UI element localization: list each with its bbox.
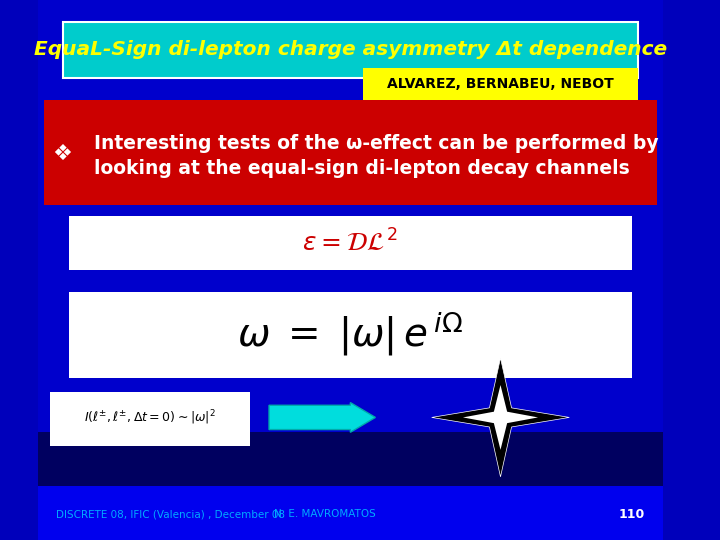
Text: EquaL-Sign di-lepton charge asymmetry Δt dependence: EquaL-Sign di-lepton charge asymmetry Δt…	[34, 40, 667, 59]
FancyArrow shape	[269, 403, 375, 432]
Text: N. E. MAVROMATOS: N. E. MAVROMATOS	[274, 509, 377, 519]
FancyBboxPatch shape	[50, 392, 251, 446]
PathPatch shape	[432, 358, 570, 477]
FancyBboxPatch shape	[363, 68, 638, 100]
FancyBboxPatch shape	[37, 432, 663, 540]
FancyBboxPatch shape	[37, 486, 663, 540]
FancyBboxPatch shape	[69, 292, 632, 378]
Text: $\omega \;=\; |\omega|\,e^{\,i\Omega}$: $\omega \;=\; |\omega|\,e^{\,i\Omega}$	[238, 309, 463, 358]
Text: 110: 110	[618, 508, 644, 521]
Text: ALVAREZ, BERNABEU, NEBOT: ALVAREZ, BERNABEU, NEBOT	[387, 77, 614, 91]
FancyBboxPatch shape	[69, 216, 632, 270]
Text: $\varepsilon = \mathcal{D}\mathcal{L}^{\,2}$: $\varepsilon = \mathcal{D}\mathcal{L}^{\…	[302, 230, 398, 256]
FancyBboxPatch shape	[37, 0, 663, 540]
Text: $I(\ell^{\pm},\ell^{\pm},\Delta t{=}0)\sim|\omega|^{2}$: $I(\ell^{\pm},\ell^{\pm},\Delta t{=}0)\s…	[84, 409, 216, 427]
Text: looking at the equal-sign di-lepton decay channels: looking at the equal-sign di-lepton deca…	[94, 159, 629, 178]
FancyBboxPatch shape	[63, 22, 638, 78]
Text: Interesting tests of the ω-effect can be performed by: Interesting tests of the ω-effect can be…	[94, 133, 659, 153]
Text: ❖: ❖	[53, 144, 73, 164]
FancyBboxPatch shape	[44, 100, 657, 205]
PathPatch shape	[463, 385, 538, 450]
Text: DISCRETE 08, IFIC (Valencia) , December 08: DISCRETE 08, IFIC (Valencia) , December …	[56, 509, 285, 519]
